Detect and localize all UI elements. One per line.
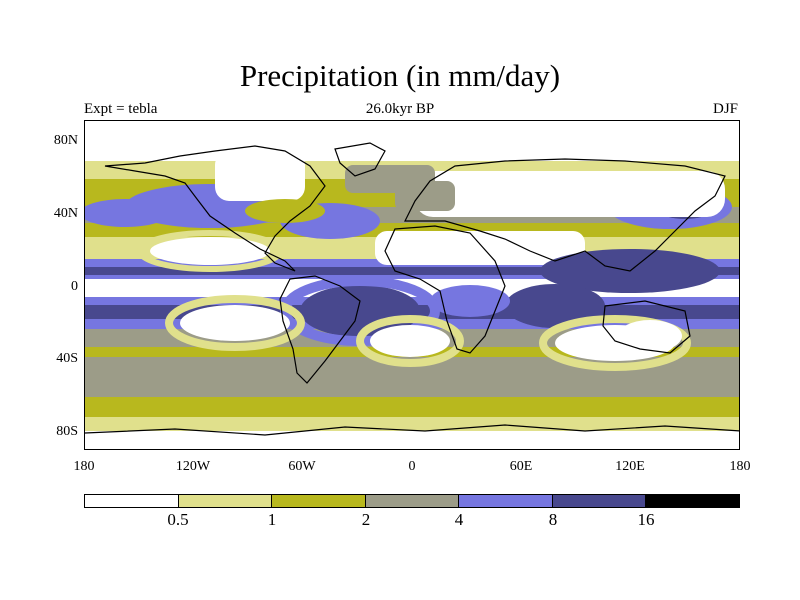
se-pacific-dry [180, 305, 290, 341]
lat-label-40n: 40N [53, 206, 78, 221]
north-atlantic-gray [345, 165, 435, 193]
chart-title: Precipitation (in mm/day) [239, 58, 561, 93]
band-southern-ocean-olive [85, 397, 739, 417]
legend-label-2: 2 [361, 510, 371, 529]
south-indian-dry-edge [539, 315, 691, 371]
lon-label-120e: 120E [615, 459, 645, 474]
legend-swatch [85, 495, 179, 507]
band-itcz-north-navy [85, 267, 739, 275]
sahara-dry [375, 231, 585, 265]
ne-pacific-dry [150, 237, 270, 265]
north-america-dry [215, 151, 305, 201]
band-antarctica [85, 431, 739, 449]
coast-antarctica [85, 424, 739, 436]
legend-swatch [272, 495, 366, 507]
eurasia-dry [415, 171, 725, 217]
lon-label-180e: 180 [729, 459, 751, 474]
experiment-label: Expt = tebla [84, 101, 158, 117]
legend-label-16: 16 [637, 510, 655, 529]
north-pacific-storm-track-w [85, 199, 170, 227]
legend-swatch [178, 495, 273, 507]
legend-label-8: 8 [548, 510, 558, 529]
lat-label-80n: 80N [53, 133, 78, 148]
legend-swatch [365, 495, 460, 507]
lat-label-40s: 40S [56, 351, 78, 366]
lon-label-180w: 180 [73, 459, 95, 474]
coast-eurasia [404, 158, 726, 272]
legend-swatch [459, 495, 553, 507]
australia-dry [618, 320, 682, 352]
legend-label-1: 1 [267, 510, 277, 529]
legend-label-4: 4 [454, 510, 464, 529]
coast-africa [384, 225, 506, 354]
map-svg [85, 121, 739, 449]
north-america-east-olive [245, 199, 325, 223]
coast-australia [602, 300, 691, 354]
precipitation-map [84, 120, 740, 450]
coast-greenland [334, 142, 386, 177]
lon-label-120w: 120W [175, 459, 211, 474]
season-label: DJF [712, 101, 738, 117]
south-atlantic-dry-edge [356, 315, 464, 367]
lat-label-equator: 0 [71, 279, 78, 294]
ne-pacific-dry-edge [137, 230, 283, 272]
legend-swatch [552, 495, 647, 507]
period-label: 26.0kyr BP [365, 101, 435, 117]
african-convection [430, 285, 510, 317]
coast-south-america [279, 275, 361, 384]
coast-north-america [104, 145, 326, 272]
lon-label-60w: 60W [288, 459, 316, 474]
lat-label-80s: 80S [56, 424, 78, 439]
lon-label-0: 0 [408, 459, 416, 474]
lon-label-60e: 60E [509, 459, 533, 474]
se-pacific-dry-edge [165, 295, 305, 351]
legend-label-0-5: 0.5 [167, 510, 189, 529]
band-antarctic-edge [85, 417, 739, 431]
indian-ocean-convection [505, 284, 605, 328]
coastlines [85, 142, 739, 436]
legend-swatch [646, 495, 740, 507]
south-atlantic-dry [370, 325, 450, 357]
color-legend [84, 494, 740, 508]
